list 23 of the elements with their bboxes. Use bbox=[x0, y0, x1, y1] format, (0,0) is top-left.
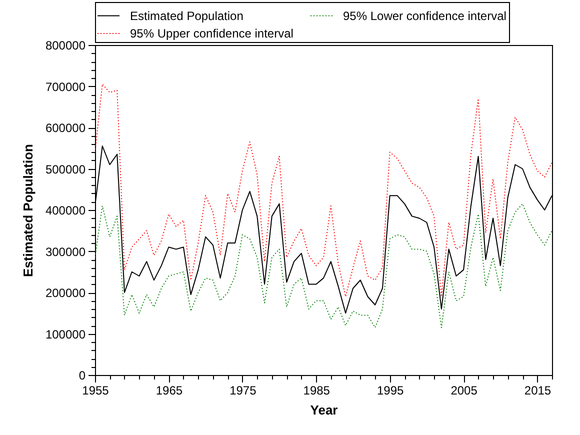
y-tick-label: 600000 bbox=[45, 121, 86, 135]
y-tick-label: 300000 bbox=[45, 244, 86, 259]
x-tick-label: 1975 bbox=[230, 384, 257, 398]
x-tick-label: 1995 bbox=[376, 384, 404, 398]
x-tick-label: 1985 bbox=[303, 384, 330, 398]
x-tick-label: 2015 bbox=[524, 384, 552, 398]
line-series bbox=[95, 84, 552, 298]
legend-label: 95% Upper confidence interval bbox=[130, 26, 294, 40]
x-tick-label: 2005 bbox=[450, 384, 478, 398]
y-tick-label: 100000 bbox=[45, 327, 86, 342]
x-tick-label: 1955 bbox=[82, 384, 110, 398]
x-axis-title: Year bbox=[310, 402, 338, 418]
legend-label: 95% Lower confidence interval bbox=[343, 8, 506, 23]
y-tick-label: 200000 bbox=[45, 286, 86, 300]
y-tick-label: 0 bbox=[78, 368, 86, 382]
y-tick-label: 800000 bbox=[45, 38, 86, 52]
y-tick-label: 500000 bbox=[45, 162, 86, 176]
y-tick-label: 700000 bbox=[45, 80, 86, 94]
y-axis-title: Estimated Population bbox=[20, 144, 36, 277]
y-tick-label: 400000 bbox=[45, 204, 86, 218]
line-series bbox=[95, 203, 552, 328]
x-tick-label: 1965 bbox=[156, 384, 183, 398]
legend-label: Estimated Population bbox=[130, 8, 244, 23]
